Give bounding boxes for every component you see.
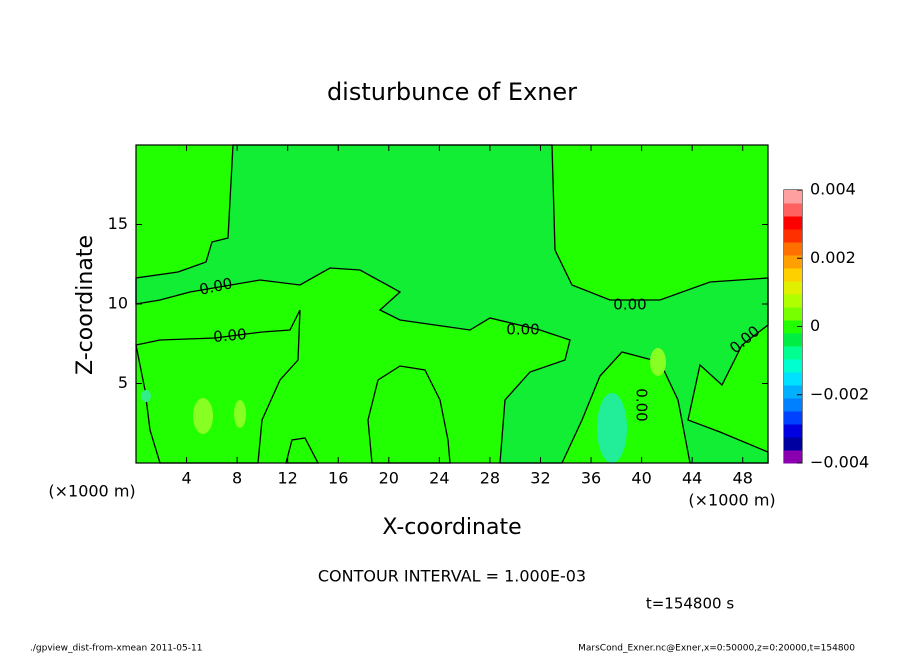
colorbar-swatch: [784, 307, 802, 321]
contour-region: [367, 365, 451, 464]
x-tick-label: 36: [581, 469, 601, 488]
colorbar-swatch: [784, 281, 802, 295]
colorbar-swatch: [784, 385, 802, 399]
colorbar-swatch: [784, 216, 802, 230]
x-tick-label: 48: [733, 469, 753, 488]
colorbar-swatch: [784, 294, 802, 308]
y-tick-label: 10: [108, 294, 128, 313]
time-label: t=154800 s: [646, 595, 734, 613]
colorbar-swatch: [784, 255, 802, 269]
contour-field: [135, 144, 769, 464]
colorbar-tick-label: 0.004: [810, 180, 856, 199]
colorbar-swatch: [784, 346, 802, 360]
colorbar-swatch: [784, 229, 802, 243]
colorbar-tick-label: −0.004: [810, 453, 869, 472]
colorbar-swatch: [784, 359, 802, 373]
colorbar-swatch: [784, 268, 802, 282]
colorbar-swatch: [784, 424, 802, 438]
footer-right: MarsCond_Exner.nc@Exner,x=0:50000,z=0:20…: [578, 644, 855, 654]
x-tick-label: 40: [631, 469, 651, 488]
field-blob: [650, 348, 666, 376]
contour-label: 0.00: [213, 325, 248, 346]
contour-interval: CONTOUR INTERVAL = 1.000E-03: [318, 567, 586, 586]
x-tick-label: 24: [429, 469, 449, 488]
colorbar-swatch: [784, 437, 802, 451]
colorbar-swatch: [784, 320, 802, 334]
colorbar-swatch: [784, 190, 802, 204]
contour-label: 0.00: [613, 296, 646, 314]
y-tick-label: 15: [108, 214, 128, 233]
chart-title: disturbunce of Exner: [327, 78, 577, 106]
colorbar-swatch: [784, 203, 802, 217]
x-tick-label: 16: [328, 469, 348, 488]
colorbar-swatch: [784, 333, 802, 347]
colorbar-swatch: [784, 411, 802, 425]
colorbar-swatch: [784, 372, 802, 386]
colorbar-tick-label: 0: [810, 316, 820, 335]
colorbar-swatch: [784, 398, 802, 412]
x-tick-label: 20: [379, 469, 399, 488]
colorbar-tick-label: −0.002: [810, 384, 869, 403]
field-blob: [234, 400, 246, 428]
y-unit: (×1000 m): [688, 491, 775, 510]
x-tick-label: 12: [278, 469, 298, 488]
field-blob: [193, 398, 213, 434]
y-axis-label: Z-coordinate: [73, 235, 98, 375]
x-tick-label: 8: [232, 469, 242, 488]
contour-label: 0.00: [506, 321, 539, 339]
footer-left: ./gpview_dist-from-xmean 2011-05-11: [30, 644, 202, 654]
contour-label: 0.00: [633, 388, 651, 421]
field-blob: [141, 390, 151, 402]
x-tick-label: 28: [480, 469, 500, 488]
x-axis-label: X-coordinate: [382, 515, 521, 540]
colorbar-tick-label: 0.002: [810, 248, 856, 267]
contour-region: [135, 309, 301, 464]
x-tick-label: 32: [530, 469, 550, 488]
x-unit: (×1000 m): [48, 482, 135, 501]
colorbar-swatch: [784, 242, 802, 256]
x-tick-label: 44: [682, 469, 702, 488]
colorbar-swatch: [784, 450, 802, 464]
field-blob: [597, 393, 627, 463]
x-tick-label: 4: [181, 469, 191, 488]
y-tick-label: 5: [118, 373, 128, 392]
